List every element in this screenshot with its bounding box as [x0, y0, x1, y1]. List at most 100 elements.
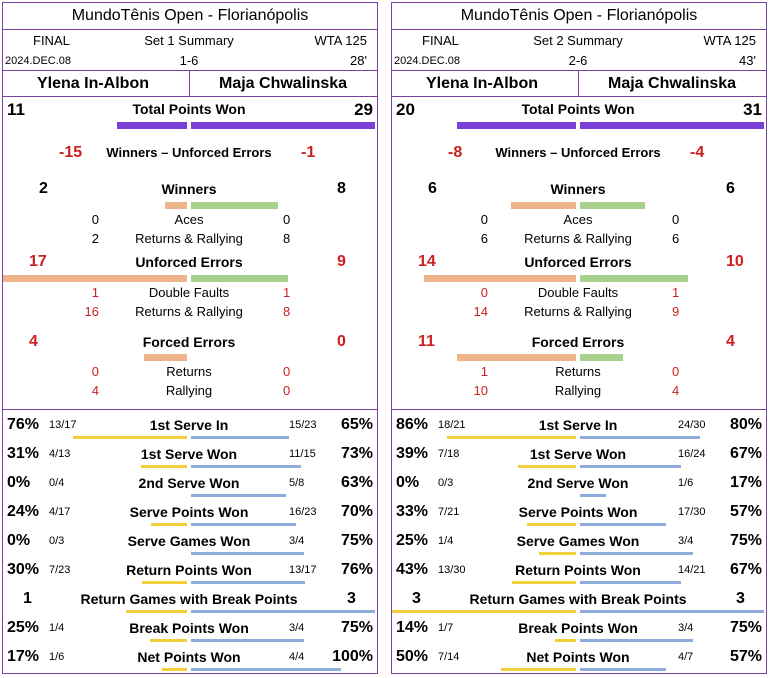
title-divider — [392, 29, 766, 30]
stat-label: Net Points Won — [137, 649, 241, 665]
stat-p2-frac: 15/23 — [289, 419, 317, 431]
stat-p1-frac: 1/4 — [49, 622, 65, 634]
stat-p2-frac: 1/6 — [678, 477, 694, 489]
stat-p2-frac: 3/4 — [289, 622, 305, 634]
stat-label: 1st Serve In — [538, 417, 618, 433]
set1-summary-panel: MundoTênis Open - Florianópolis FINAL Set … — [2, 2, 378, 674]
stat-bar-p2 — [580, 668, 666, 671]
winners-sub-label: Aces — [563, 212, 593, 227]
player-divider — [189, 70, 190, 96]
stat-p1-pct: 25% — [396, 532, 429, 549]
header-divider — [3, 70, 377, 71]
stat-bar-p1 — [151, 523, 187, 526]
winners-sub-p2: 0 — [283, 212, 291, 227]
stat-p2-pct: 63% — [340, 474, 373, 491]
rgbp-label: Return Games with Break Points — [80, 591, 298, 607]
stat-label: Return Points Won — [515, 562, 641, 578]
forced-label: Forced Errors — [531, 334, 625, 350]
stat-p2-pct: 73% — [340, 445, 373, 462]
stat-p1-pct: 17% — [7, 648, 40, 665]
unforced-label: Unforced Errors — [135, 254, 243, 270]
stat-p1-pct: 0% — [396, 474, 420, 491]
unforced-bar-p2 — [580, 275, 689, 282]
total-points-p2: 31 — [743, 100, 762, 119]
stat-p2-frac: 3/4 — [678, 622, 694, 634]
players-divider — [3, 96, 377, 97]
forced-sub-p2: 0 — [672, 364, 680, 379]
winners-sub-p1: 0 — [480, 212, 488, 227]
stat-p2-frac: 5/8 — [289, 477, 305, 489]
stat-label: Break Points Won — [129, 620, 249, 636]
forced-sub-label: Returns — [555, 364, 601, 379]
winners-p2: 6 — [726, 180, 735, 197]
round-label: FINAL — [33, 33, 70, 48]
winners-p1: 6 — [428, 180, 437, 197]
stat-p1-frac: 13/30 — [438, 564, 466, 576]
stat-p2-frac: 24/30 — [678, 419, 706, 431]
stats-divider — [3, 409, 377, 410]
stat-bar-p2 — [580, 494, 606, 497]
players-divider — [392, 96, 766, 97]
forced-label: Forced Errors — [142, 334, 236, 350]
stat-bar-p1 — [140, 465, 187, 468]
rgbp-bar-p2 — [580, 610, 764, 613]
stat-label: 1st Serve In — [149, 417, 229, 433]
total-points-bar-p1 — [457, 122, 576, 129]
stat-p2-pct: 67% — [729, 445, 762, 462]
set-duration: 43' — [739, 53, 756, 68]
match-date: 2024.DEC.08 — [394, 55, 461, 67]
stat-p1-frac: 7/23 — [49, 564, 71, 576]
player1-name: Ylena In-Albon — [37, 75, 149, 92]
panel-title: MundoTênis Open - Florianópolis — [71, 7, 309, 24]
stat-label: 1st Serve Won — [140, 446, 238, 462]
player2-name: Maja Chwalinska — [219, 75, 348, 92]
stat-p1-frac: 0/3 — [49, 535, 65, 547]
unforced-sub-p1: 14 — [473, 304, 488, 319]
stat-bar-p2 — [191, 668, 341, 671]
stat-p1-pct: 43% — [396, 561, 429, 578]
player1-name: Ylena In-Albon — [426, 75, 538, 92]
stat-p2-pct: 17% — [729, 474, 762, 491]
rgbp-bar-p1 — [125, 610, 187, 613]
stat-p1-pct: 50% — [396, 648, 429, 665]
unforced-sub-p1: 0 — [480, 285, 488, 300]
stat-p2-pct: 57% — [729, 503, 762, 520]
stat-label: Return Points Won — [126, 562, 252, 578]
unforced-bar-p1 — [424, 275, 576, 282]
stat-bar-p2 — [191, 581, 305, 584]
set2-summary-panel: MundoTênis Open - Florianópolis FINAL Set … — [391, 2, 767, 674]
stat-p2-pct: 65% — [340, 416, 373, 433]
unforced-p1: 17 — [29, 253, 47, 270]
winners-bar-p1 — [511, 202, 576, 209]
w-ue-p1: -8 — [448, 144, 463, 161]
w-ue-label: Winners – Unforced Errors — [495, 145, 661, 160]
rgbp-p1: 3 — [412, 590, 421, 607]
stat-p2-pct: 76% — [340, 561, 373, 578]
stat-p1-pct: 39% — [396, 445, 429, 462]
stat-p2-frac: 3/4 — [289, 535, 305, 547]
stat-bar-p1 — [149, 639, 187, 642]
stat-label: 1st Serve Won — [529, 446, 627, 462]
w-ue-label: Winners – Unforced Errors — [106, 145, 272, 160]
stat-p2-pct: 75% — [340, 532, 373, 549]
unforced-sub-p2: 9 — [672, 304, 680, 319]
total-points-p1: 11 — [7, 100, 25, 119]
unforced-bar-p2 — [191, 275, 289, 282]
total-points-p2: 29 — [354, 100, 373, 119]
winners-sub-p1: 2 — [91, 231, 99, 246]
stat-bar-p2 — [580, 436, 700, 439]
stat-label: 2nd Serve Won — [138, 475, 240, 491]
stat-p2-frac: 17/30 — [678, 506, 706, 518]
rgbp-label: Return Games with Break Points — [469, 591, 687, 607]
winners-p1: 2 — [39, 180, 48, 197]
w-ue-p1: -15 — [59, 144, 83, 161]
stat-p2-frac: 13/17 — [289, 564, 317, 576]
rgbp-p2: 3 — [347, 590, 356, 607]
match-date: 2024.DEC.08 — [5, 55, 72, 67]
stat-bar-p2 — [191, 465, 301, 468]
forced-p1: 4 — [29, 333, 38, 350]
stat-bar-p2 — [191, 552, 304, 555]
stat-bar-p1 — [73, 436, 187, 439]
stat-bar-p2 — [191, 436, 289, 439]
stat-bar-p2 — [580, 465, 681, 468]
